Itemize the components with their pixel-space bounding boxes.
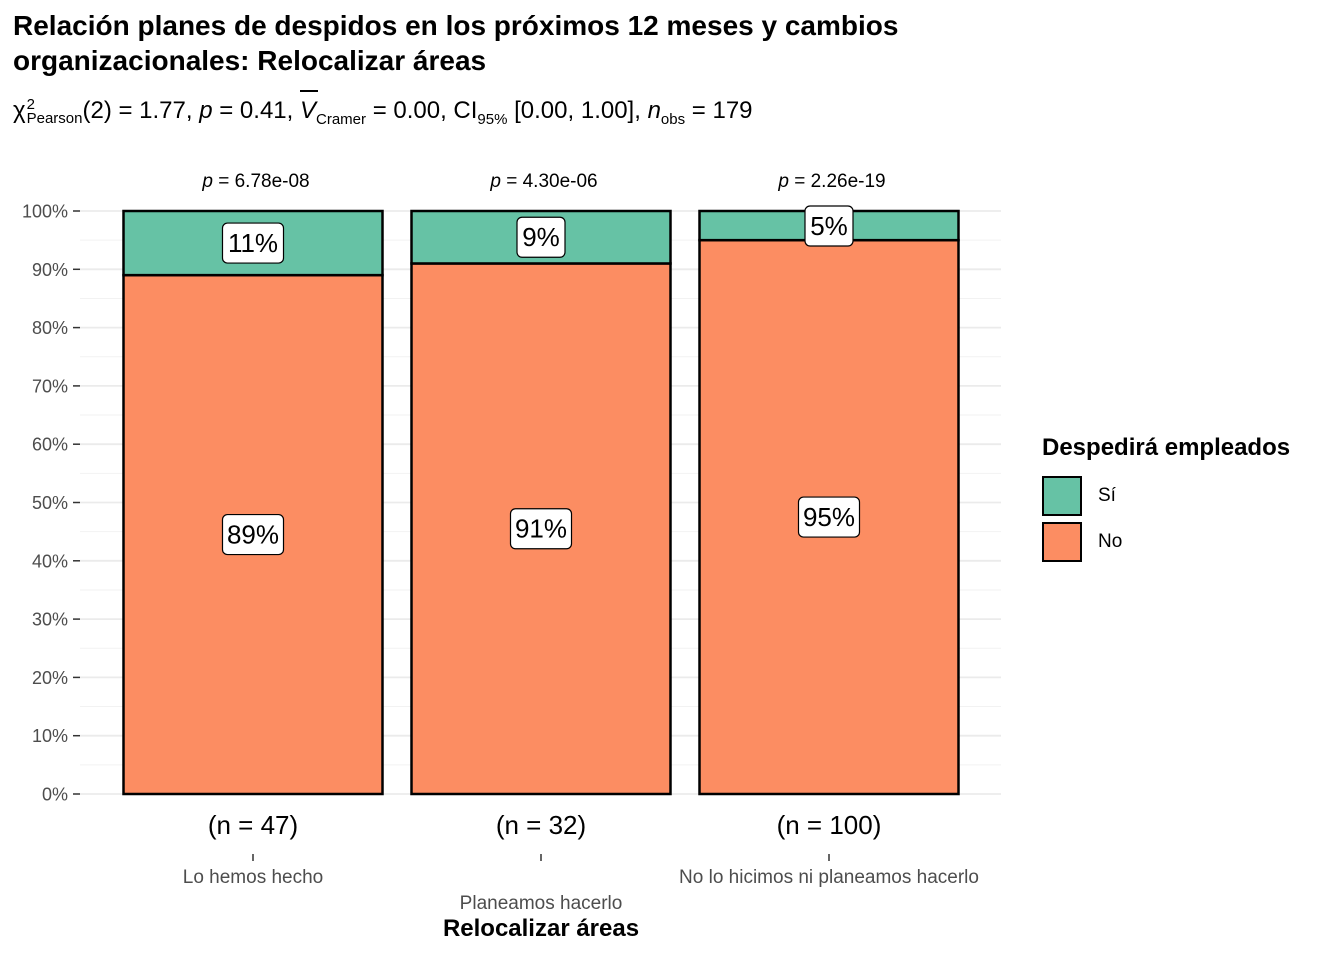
data-label-si-2: 5% <box>810 211 848 241</box>
data-label-no-2: 95% <box>803 502 855 532</box>
data-label-no-2-box <box>797 496 861 538</box>
legend-title: Despedirá empleados <box>1042 434 1291 461</box>
ci-value: [0.00, 1.00], <box>514 97 641 124</box>
legend-key-si <box>1042 476 1082 516</box>
n-label-0: (n = 47) <box>208 810 298 840</box>
p-value: = 0.41, <box>219 97 294 124</box>
v-value: = 0.00, CI <box>372 97 478 124</box>
n-label: n <box>647 97 661 124</box>
y-tick-label: 30% <box>32 610 68 630</box>
data-label-si-1: 9% <box>522 222 560 252</box>
legend-label-si: Sí <box>1098 485 1116 506</box>
chi-superscript: 2 <box>26 95 35 113</box>
v-label: V <box>299 90 319 124</box>
x-category-label-1: Planeamos hacerlo <box>460 893 623 914</box>
y-tick-label: 90% <box>32 260 68 280</box>
legend-key-no <box>1042 522 1082 562</box>
chart-subtitle: χ 2 Pearson (2) = 1.77, p = 0.41, VCramer =… <box>13 90 753 135</box>
y-tick-label: 10% <box>32 726 68 746</box>
y-tick-label: 100% <box>22 202 68 222</box>
y-tick-label: 50% <box>32 493 68 513</box>
chart-title: Relación planes de despidos en los próxi… <box>13 10 899 76</box>
y-tick-label: 40% <box>32 551 68 571</box>
ci-subscript: 95% <box>477 110 508 128</box>
y-tick-label: 80% <box>32 318 68 338</box>
data-label-no-0: 89% <box>227 520 279 550</box>
x-axis-title: Relocalizar áreas <box>442 915 640 942</box>
n-label-2: (n = 100) <box>777 810 882 840</box>
chi-subscript: Pearson <box>26 109 83 127</box>
y-tick-label: 70% <box>32 376 68 396</box>
n-value: = 179 <box>691 97 753 124</box>
y-axis: 0% 10% 20% 30% 40% 50% 60% 70% 80% 90% 100% <box>22 202 80 805</box>
data-label-no-1-box <box>509 508 573 550</box>
data-label-no-1: 91% <box>515 514 567 544</box>
chi-df: (2) = 1.77, <box>82 97 193 124</box>
n-label-1: (n = 32) <box>496 810 586 840</box>
y-tick-label: 20% <box>32 668 68 688</box>
data-label-si-2-box <box>804 205 854 247</box>
legend-label-no: No <box>1098 531 1123 552</box>
x-category-label-0: Lo hemos hecho <box>183 867 324 888</box>
chi-symbol: χ <box>13 97 26 124</box>
y-tick-label: 0% <box>42 785 68 805</box>
p-label-0: p = 6.78e-08 <box>201 171 309 192</box>
p-label-1: p = 4.30e-06 <box>489 171 597 192</box>
y-tick-label: 60% <box>32 435 68 455</box>
p-label: p <box>199 97 213 124</box>
legend-item-no: No <box>1042 522 1122 562</box>
data-label-si-0-box <box>221 222 285 264</box>
x-category-label-2: No lo hicimos ni planeamos hacerlo <box>679 867 979 888</box>
v-subscript: Cramer <box>316 110 367 128</box>
x-axis: (n = 47) Lo hemos hecho (n = 32) Planeamos … <box>183 810 979 914</box>
data-label-si-1-box <box>516 216 566 258</box>
data-label-si-0: 11% <box>228 228 278 258</box>
data-labels: 89% 11% p = 6.78e-08 91% 9% p = 4.30e-06 95% 5%… <box>201 171 886 556</box>
p-label-2: p = 2.26e-19 <box>777 171 885 192</box>
n-subscript: obs <box>660 110 686 128</box>
data-label-no-0-box <box>221 513 285 556</box>
legend-item-si: Sí <box>1042 476 1116 516</box>
